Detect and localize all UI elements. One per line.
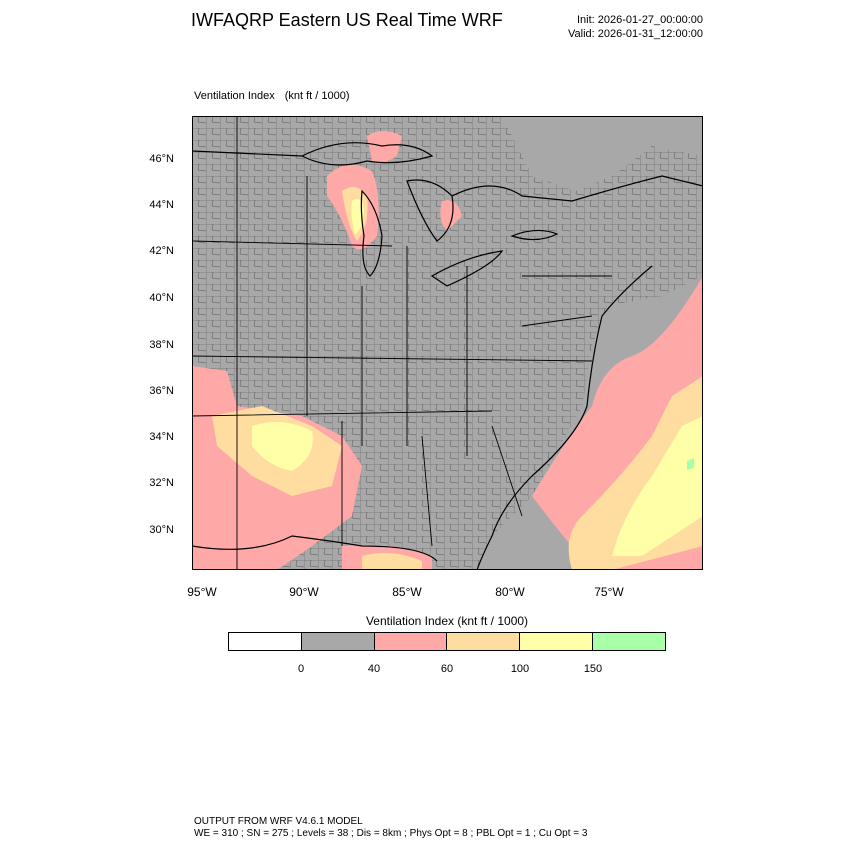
lake-michigan bbox=[360, 189, 383, 277]
colorbar-swatch bbox=[593, 633, 665, 650]
model-info-line: WE = 310 ; SN = 275 ; Levels = 38 ; Dis … bbox=[194, 828, 588, 839]
colorbar-swatch bbox=[229, 633, 302, 650]
atlantic-coast bbox=[476, 265, 653, 570]
ventilation-index-map bbox=[192, 116, 703, 570]
lat-label: 30°N bbox=[149, 524, 174, 536]
lat-label: 44°N bbox=[149, 199, 174, 211]
lat-label: 32°N bbox=[149, 477, 174, 489]
colorbar-tick-label: 100 bbox=[510, 663, 530, 675]
colorbar-tick-label: 40 bbox=[367, 663, 381, 675]
colorbar-tick-label: 150 bbox=[583, 663, 603, 675]
colorbar-tick-label: 0 bbox=[297, 663, 305, 675]
gulf-coast bbox=[192, 535, 438, 562]
colorbar-title: Ventilation Index (knt ft / 1000) bbox=[365, 614, 529, 628]
vi-100-150-areas bbox=[252, 198, 703, 556]
lake-huron bbox=[406, 179, 454, 242]
lat-label: 40°N bbox=[149, 292, 174, 304]
lake-ontario bbox=[510, 229, 559, 241]
vi-150-plus-area bbox=[687, 458, 694, 470]
lon-label: 85°W bbox=[392, 585, 422, 599]
model-info-line: OUTPUT FROM WRF V4.6.1 MODEL bbox=[194, 816, 363, 827]
colorbar-swatch bbox=[301, 633, 375, 650]
lat-label: 46°N bbox=[149, 153, 174, 165]
time-info: Init: 2026-01-27_00:00:00 Valid: 2026-01… bbox=[568, 13, 703, 41]
lake-erie bbox=[430, 250, 504, 287]
colorbar bbox=[228, 632, 666, 651]
lat-label: 38°N bbox=[149, 339, 174, 351]
colorbar-swatch bbox=[520, 633, 594, 650]
map-title: Ventilation Index (knt ft / 1000) bbox=[194, 90, 360, 102]
lon-label: 90°W bbox=[289, 585, 319, 599]
lat-label: 36°N bbox=[149, 385, 174, 397]
model-info: OUTPUT FROM WRF V4.6.1 MODEL WE = 310 ; … bbox=[194, 816, 587, 840]
valid-time: Valid: 2026-01-31_12:00:00 bbox=[568, 28, 703, 40]
colorbar-swatch bbox=[447, 633, 521, 650]
field-units: (knt ft / 1000) bbox=[284, 90, 350, 102]
state-lines bbox=[192, 116, 612, 570]
plot-title: IWFAQRP Eastern US Real Time WRF bbox=[191, 10, 503, 30]
field-name: Ventilation Index bbox=[194, 90, 275, 102]
colorbar-tick-label: 60 bbox=[440, 663, 454, 675]
lake-superior bbox=[300, 142, 434, 166]
init-time: Init: 2026-01-27_00:00:00 bbox=[577, 14, 703, 26]
colorbar-swatch bbox=[374, 633, 448, 650]
lat-label: 42°N bbox=[149, 245, 174, 257]
lon-label: 80°W bbox=[495, 585, 525, 599]
lon-label: 95°W bbox=[187, 585, 217, 599]
coastlines-and-borders bbox=[192, 116, 703, 570]
lat-label: 34°N bbox=[149, 431, 174, 443]
lon-label: 75°W bbox=[594, 585, 624, 599]
canada-border bbox=[192, 150, 703, 202]
